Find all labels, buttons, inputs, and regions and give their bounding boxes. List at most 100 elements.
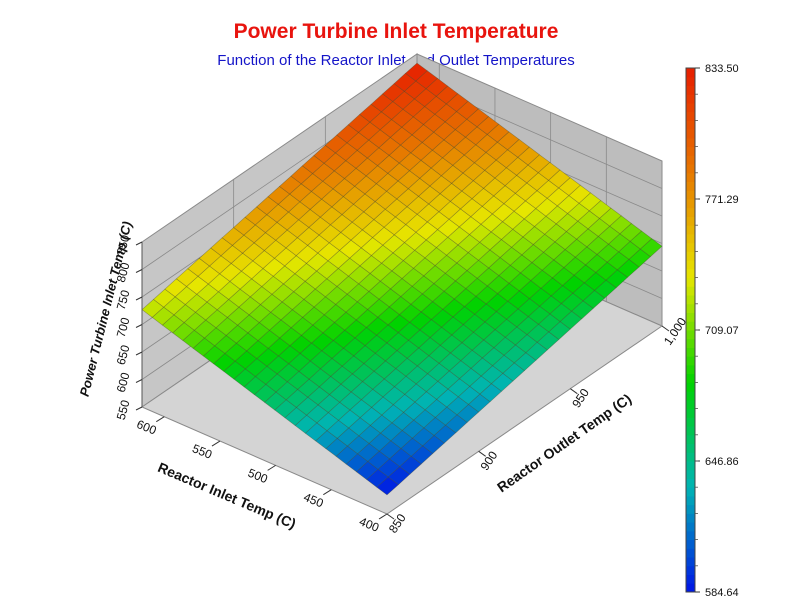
colorbar-band: [686, 469, 695, 479]
colorbar-band: [686, 399, 695, 410]
colorbar-band: [686, 102, 695, 113]
colorbar-band: [686, 207, 695, 217]
colorbar-band: [686, 408, 695, 418]
colorbar-band: [686, 530, 695, 541]
z-tick-mark: [135, 324, 143, 328]
z-tick-label: 600: [114, 371, 133, 394]
colorbar-band: [686, 111, 695, 121]
colorbar-band: [686, 260, 695, 270]
colorbar: 833.50 771.29 709.07 646.86 584.64: [685, 63, 739, 599]
colorbar-tick-label: 833.50: [705, 63, 739, 75]
colorbar-band: [686, 137, 695, 148]
colorbar-band: [686, 190, 695, 200]
colorbar-band: [686, 225, 695, 235]
colorbar-band: [686, 76, 695, 86]
outlet-tick-mark: [661, 325, 670, 332]
z-tick-mark: [135, 241, 143, 246]
colorbar-band: [686, 286, 695, 296]
colorbar-band: [686, 548, 695, 558]
outlet-tick-label: 1,000: [661, 315, 690, 348]
colorbar-band: [686, 565, 695, 576]
outlet-tick-mark: [570, 388, 578, 395]
colorbar-tick-label: 709.07: [705, 325, 739, 337]
colorbar-band: [686, 513, 695, 523]
z-tick-label: 850: [114, 233, 133, 256]
colorbar-band: [686, 391, 695, 401]
z-tick-mark: [135, 351, 143, 356]
colorbar-band: [686, 574, 695, 584]
colorbar-band: [686, 364, 695, 375]
chart-subtitle: Function of the Reactor Inlet and Outlet…: [217, 52, 575, 69]
colorbar-band: [686, 216, 695, 226]
colorbar-band: [686, 557, 695, 567]
colorbar-band: [686, 312, 695, 322]
colorbar-band: [686, 338, 695, 348]
colorbar-band: [686, 155, 695, 165]
inlet-axis-title: Reactor Inlet Temp (C): [156, 459, 299, 532]
inlet-tick-mark: [378, 513, 388, 520]
colorbar-tick-label: 646.86: [705, 456, 739, 468]
colorbar-band: [686, 539, 695, 549]
colorbar-band: [686, 504, 695, 514]
colorbar-band: [686, 330, 695, 340]
colorbar-band: [686, 487, 695, 497]
colorbar-band: [686, 382, 695, 392]
colorbar-band: [686, 268, 695, 279]
inlet-tick-mark: [267, 464, 276, 471]
z-tick-label: 700: [114, 316, 133, 339]
colorbar-band: [686, 426, 695, 436]
colorbar-band: [686, 583, 695, 593]
inlet-tick-mark: [211, 440, 221, 447]
colorbar-band: [686, 443, 695, 453]
colorbar-tick-label: 771.29: [705, 194, 739, 206]
colorbar-band: [686, 251, 695, 261]
z-tick-label: 550: [114, 398, 133, 421]
inlet-tick-label: 600: [135, 417, 159, 438]
inlet-tick-label: 400: [357, 514, 381, 535]
colorbar-band: [686, 347, 695, 357]
colorbar-band: [686, 356, 695, 366]
colorbar-band: [686, 461, 695, 471]
outlet-tick-label: 950: [569, 386, 592, 411]
surface-cell: [405, 62, 428, 82]
inlet-tick-mark: [323, 489, 332, 496]
colorbar-band: [686, 181, 695, 191]
colorbar-band: [686, 373, 695, 383]
colorbar-band: [686, 321, 695, 331]
colorbar-band: [686, 94, 695, 104]
z-tick-label: 750: [114, 288, 133, 311]
colorbar-band: [686, 85, 695, 95]
colorbar-band: [686, 164, 695, 174]
colorbar-band: [686, 522, 695, 532]
inlet-tick-label: 450: [302, 490, 326, 511]
colorbar-band: [686, 68, 695, 78]
outlet-tick-mark: [386, 513, 395, 520]
outlet-tick-mark: [478, 450, 486, 457]
inlet-ticks: [156, 416, 388, 520]
outlet-tick-label: 850: [386, 511, 409, 536]
colorbar-band: [686, 417, 695, 427]
colorbar-tick-label: 584.64: [705, 587, 739, 599]
outlet-ticks: [386, 325, 670, 520]
colorbar-band: [686, 233, 695, 244]
z-tick-labels: 550 600 650 700 750 800 850: [114, 233, 133, 421]
colorbar-band: [686, 120, 695, 130]
colorbar-band: [686, 452, 695, 462]
z-tick-label: 650: [114, 343, 133, 366]
colorbar-band: [686, 434, 695, 445]
inlet-tick-label: 550: [190, 441, 214, 462]
z-ticks: [135, 241, 143, 411]
outlet-tick-label: 900: [478, 448, 501, 473]
colorbar-band: [686, 242, 695, 252]
inlet-tick-label: 500: [246, 466, 270, 487]
z-tick-mark: [135, 406, 143, 411]
colorbar-band: [686, 172, 695, 183]
inlet-tick-mark: [156, 416, 165, 423]
colorbar-band: [686, 277, 695, 287]
colorbar-band: [686, 146, 695, 156]
z-tick-mark: [135, 296, 143, 301]
colorbar-band: [686, 303, 695, 314]
z-tick-mark: [135, 269, 143, 273]
